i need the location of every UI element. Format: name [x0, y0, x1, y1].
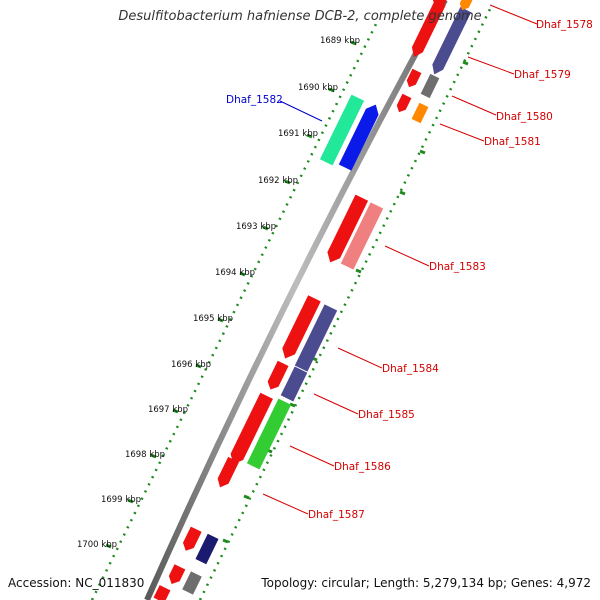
gene-feature	[432, 0, 451, 7]
accession-text: Accession: NC_011830	[8, 576, 145, 590]
gene-label-dhaf-1581: Dhaf_1581	[484, 136, 541, 148]
gene-feature	[327, 194, 369, 263]
genome-backbone	[144, 0, 448, 600]
kbp-labels: 1689 kbp 1690 kbp 1691 kbp 1692 kbp 1693…	[77, 36, 360, 550]
genome-info-text: Topology: circular; Length: 5,279,134 bp…	[261, 576, 591, 590]
kbp-label-1692: 1692 kbp	[258, 176, 298, 186]
gene-feature	[195, 533, 219, 565]
gene-label-dhaf-1585: Dhaf_1585	[358, 409, 415, 421]
gene-leader-lines	[262, 4, 538, 515]
gene-feature	[411, 0, 446, 57]
gene-feature	[153, 585, 171, 600]
gene-label-dhaf-1579: Dhaf_1579	[514, 69, 571, 81]
kbp-label-1695: 1695 kbp	[193, 314, 233, 324]
gene-feature	[340, 202, 384, 270]
gene-label-dhaf-1586: Dhaf_1586	[334, 461, 391, 473]
kbp-label-1694: 1694 kbp	[215, 268, 255, 278]
gene-feature	[182, 526, 202, 551]
map-title: Desulfitobacterium hafniense DCB-2, comp…	[118, 9, 482, 24]
gene-feature	[182, 571, 202, 595]
outer-scale-ticks	[105, 40, 357, 549]
gene-labels: Dhaf_1578 Dhaf_1579 Dhaf_1580 Dhaf_1581 …	[226, 19, 593, 521]
gene-label-dhaf-1580: Dhaf_1580	[496, 111, 553, 123]
gene-feature	[406, 68, 422, 88]
kbp-label-1697: 1697 kbp	[148, 405, 188, 415]
kbp-label-1699: 1699 kbp	[101, 495, 141, 505]
gene-label-dhaf-1587: Dhaf_1587	[308, 509, 365, 521]
gene-feature	[246, 398, 292, 470]
gene-feature	[282, 295, 321, 359]
gene-label-dhaf-1578: Dhaf_1578	[536, 19, 593, 31]
kbp-label-1700: 1700 kbp	[77, 540, 117, 550]
gene-label-dhaf-1582: Dhaf_1582	[226, 94, 283, 106]
inner-scale-line	[198, 4, 494, 600]
gene-feature	[294, 304, 338, 372]
kbp-label-1689: 1689 kbp	[320, 36, 360, 46]
kbp-label-1693: 1693 kbp	[236, 222, 276, 232]
gene-feature	[459, 0, 475, 11]
kbp-label-1698: 1698 kbp	[125, 450, 165, 460]
gene-features	[153, 0, 475, 600]
gene-feature	[420, 73, 440, 99]
gene-feature	[280, 366, 308, 402]
kbp-label-1696: 1696 kbp	[171, 360, 211, 370]
gene-feature	[396, 93, 412, 113]
gene-feature	[319, 94, 365, 166]
gene-feature	[230, 392, 273, 465]
gene-feature	[168, 564, 186, 584]
gene-label-dhaf-1584: Dhaf_1584	[382, 363, 439, 375]
kbp-label-1691: 1691 kbp	[278, 129, 318, 139]
kbp-label-1690: 1690 kbp	[298, 83, 338, 93]
gene-feature	[267, 360, 289, 390]
gene-feature	[338, 104, 379, 171]
gene-feature	[411, 102, 429, 124]
gene-label-dhaf-1583: Dhaf_1583	[429, 261, 486, 273]
gene-feature	[432, 7, 472, 75]
gene-feature	[217, 456, 239, 488]
